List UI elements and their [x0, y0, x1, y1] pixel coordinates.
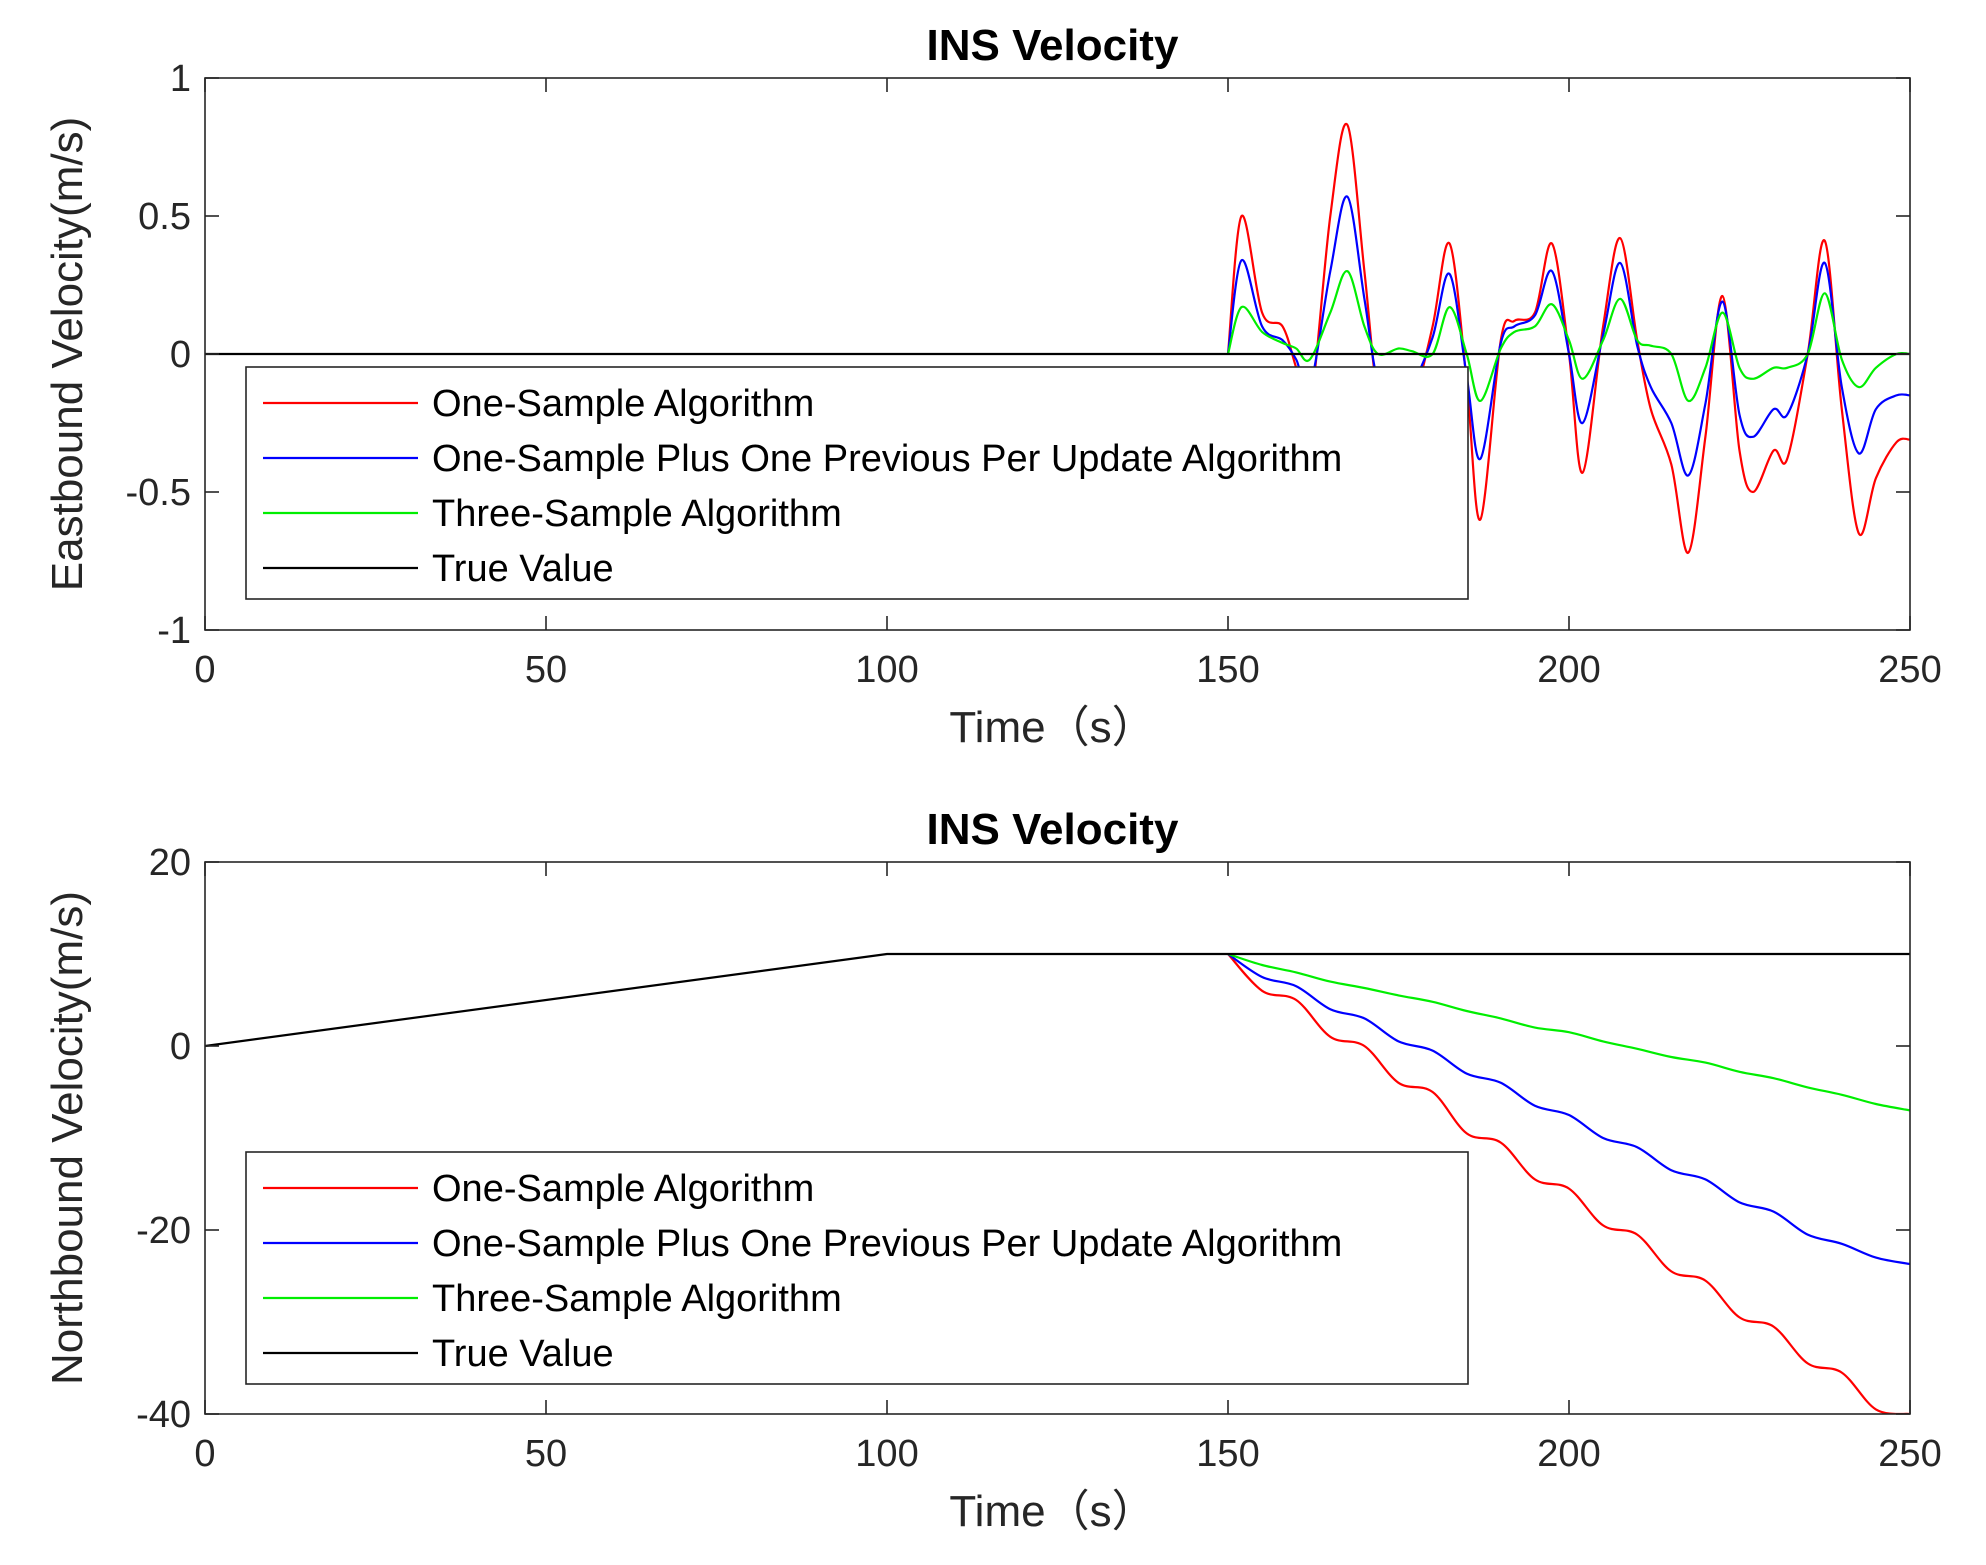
east-x-axis-label: Time（s）	[949, 703, 1155, 752]
east-y-axis-label: Eastbound Velocity(m/s)	[43, 117, 92, 591]
east-x-tick-label: 100	[855, 649, 918, 691]
north-x-tick-label: 100	[855, 1433, 918, 1475]
north-series-true-value	[205, 952, 1910, 1048]
north-axes-box	[204, 861, 1911, 1415]
north-series-one-sample-plus-one-previous-per-update-algorithm	[1227, 953, 1910, 1266]
north-legend-label: One-Sample Plus One Previous Per Update …	[432, 1223, 1342, 1265]
north-legend-label: One-Sample Algorithm	[432, 1168, 814, 1210]
east-chart-title: INS Velocity	[927, 21, 1179, 70]
north-x-axis-label: Time（s）	[949, 1487, 1155, 1536]
north-chart-title: INS Velocity	[927, 805, 1179, 854]
east-velocity-panel: 0 50 100 150 200 250 1 0.5 0 -0.5 -1 INS Velocity Ti…	[43, 21, 1942, 752]
east-x-tick-label: 0	[194, 649, 215, 691]
east-legend-label: One-Sample Plus One Previous Per Update …	[432, 438, 1342, 480]
north-y-tick-label: -20	[136, 1210, 191, 1252]
east-x-tick-label: 200	[1537, 649, 1600, 691]
north-legend: One-Sample Algorithm One-Sample Plus One …	[245, 1151, 1469, 1385]
east-legend-label: True Value	[432, 548, 614, 590]
east-legend-label: Three-Sample Algorithm	[432, 493, 842, 535]
north-x-tick-label: 250	[1878, 1433, 1941, 1475]
east-legend-box	[245, 366, 1469, 600]
north-legend-box	[245, 1151, 1469, 1385]
north-series-three-sample-algorithm	[1227, 952, 1910, 1112]
east-legend: One-Sample Algorithm One-Sample Plus One …	[245, 366, 1469, 600]
east-series-three-sample-algorithm	[1226, 270, 1910, 403]
north-x-tick-label: 150	[1196, 1433, 1259, 1475]
north-x-tick-label: 200	[1537, 1433, 1600, 1475]
north-y-axis-label: Northbound Velocity(m/s)	[43, 891, 92, 1385]
east-y-tick-label: -1	[157, 610, 191, 652]
east-y-tick-label: 1	[170, 58, 191, 100]
east-x-tick-label: 250	[1878, 649, 1941, 691]
north-y-tick-label: 0	[170, 1026, 191, 1068]
east-x-tick-label: 150	[1196, 649, 1259, 691]
north-y-tick-label: 20	[149, 842, 191, 884]
east-y-tick-label: 0	[170, 334, 191, 376]
east-y-tick-label: 0.5	[138, 196, 191, 238]
north-x-tick-label: 0	[194, 1433, 215, 1475]
north-legend-label: Three-Sample Algorithm	[432, 1278, 842, 1320]
north-legend-label: True Value	[432, 1333, 614, 1375]
east-y-tick-label: -0.5	[126, 472, 191, 514]
north-series-one-sample-algorithm	[1227, 953, 1910, 1414]
north-x-tick-label: 50	[525, 1433, 567, 1475]
east-x-tick-label: 50	[525, 649, 567, 691]
north-y-tick-label: -40	[136, 1394, 191, 1436]
east-legend-label: One-Sample Algorithm	[432, 383, 814, 425]
